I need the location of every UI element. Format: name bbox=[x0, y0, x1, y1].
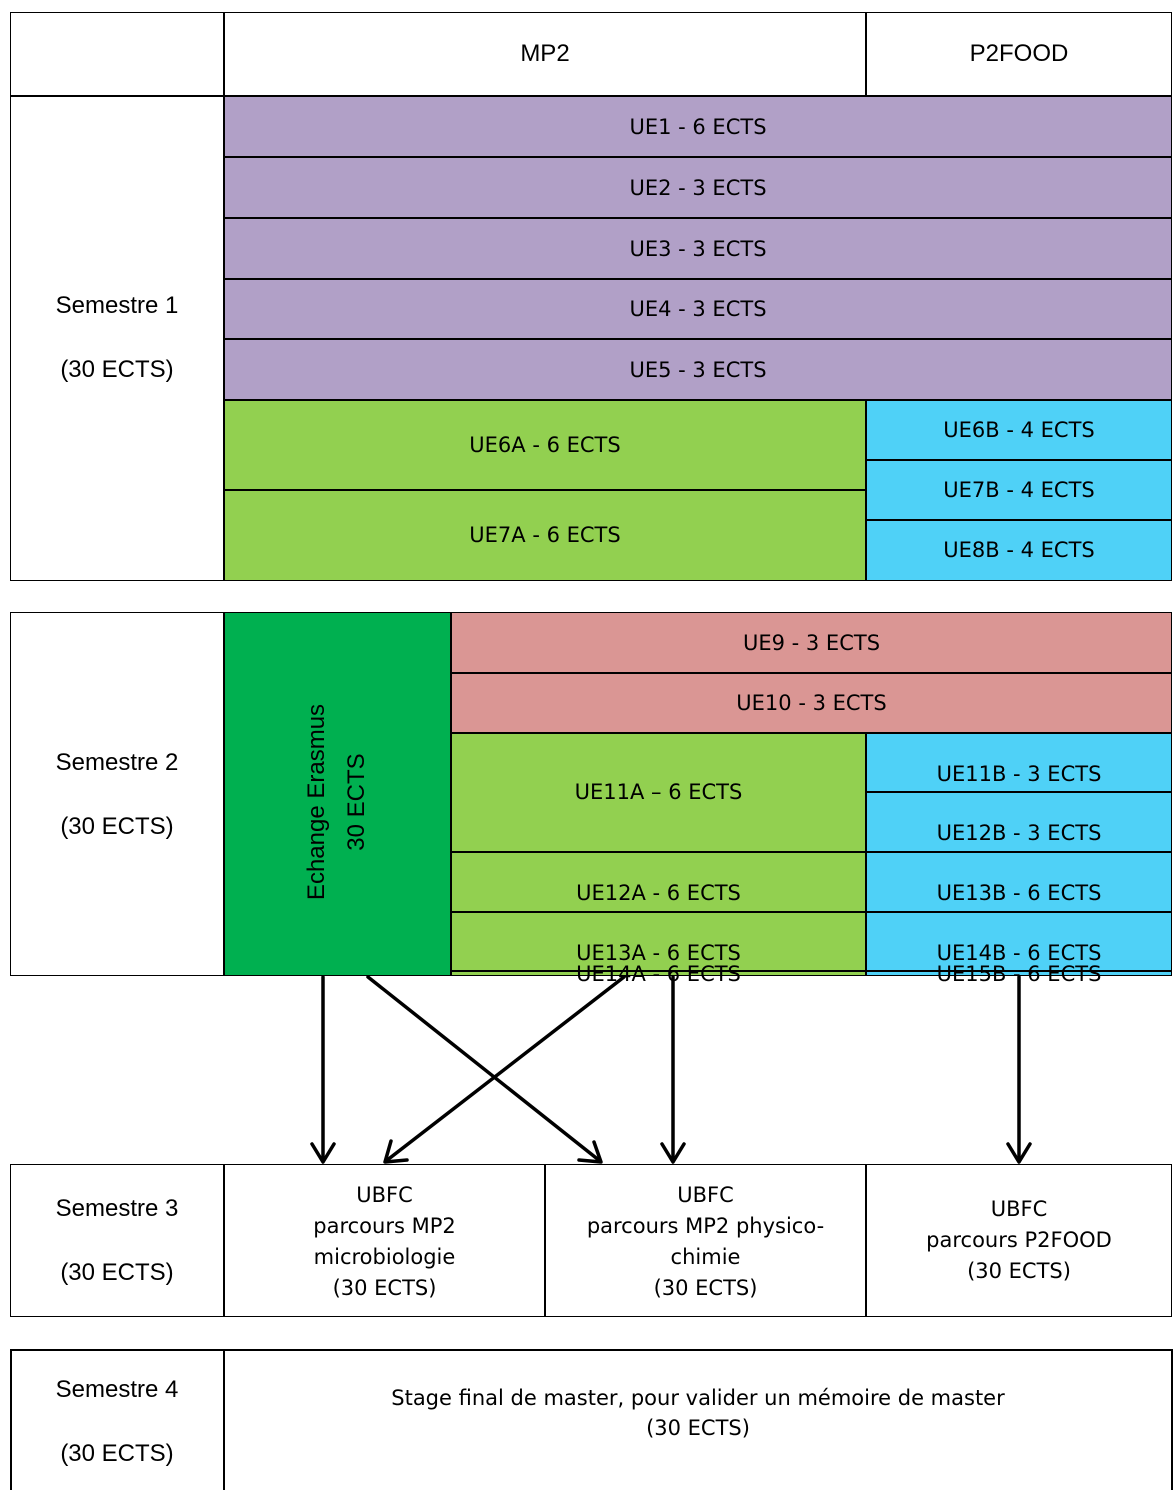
semester2-label: Semestre 2 (30 ECTS) bbox=[10, 613, 224, 976]
divider bbox=[224, 489, 866, 491]
option3-line1: UBFC bbox=[990, 1197, 1048, 1221]
option2-line1: UBFC bbox=[677, 1182, 734, 1207]
divider bbox=[866, 791, 1172, 793]
arrowhead bbox=[660, 1142, 686, 1164]
divider bbox=[224, 338, 1172, 340]
ue13a-cell: UE13A - 6 ECTS bbox=[451, 912, 866, 971]
table3-border bbox=[10, 1164, 1172, 1317]
semester3-label: Semestre 3 (30 ECTS) bbox=[10, 1165, 224, 1316]
header-p2food: P2FOOD bbox=[969, 40, 1069, 67]
divider bbox=[865, 1164, 867, 1317]
divider bbox=[865, 733, 867, 976]
semester1-ects: (30 ECTS) bbox=[60, 356, 174, 383]
divider bbox=[451, 970, 1172, 972]
option3-line2: parcours P2FOOD bbox=[926, 1228, 1112, 1252]
semester3-ects: (30 ECTS) bbox=[60, 1258, 174, 1286]
ue9-cell: UE9 - 3 ECTS bbox=[451, 613, 1172, 673]
option2-line3: chimie bbox=[670, 1244, 741, 1269]
divider bbox=[450, 612, 452, 976]
ue12b-cell: UE12B - 3 ECTS bbox=[866, 792, 1172, 852]
divider bbox=[451, 851, 1172, 853]
arrowhead bbox=[1006, 1142, 1032, 1164]
divider bbox=[223, 12, 225, 581]
option-mp2-microbiologie: UBFC parcours MP2 microbiologie (30 ECTS… bbox=[224, 1165, 545, 1316]
divider bbox=[451, 732, 1172, 734]
table2-border bbox=[10, 612, 1172, 976]
final-internship-text: Stage final de master, pour valider un m… bbox=[391, 1386, 1005, 1410]
divider bbox=[223, 612, 225, 976]
ue7b-cell: UE7B - 4 ECTS bbox=[866, 460, 1172, 520]
ue13b-cell: UE13B - 6 ECTS bbox=[866, 852, 1172, 912]
semester4-label: Semestre 4 (30 ECTS) bbox=[10, 1350, 224, 1490]
divider bbox=[544, 1164, 546, 1317]
ue6b-cell: UE6B - 4 ECTS bbox=[866, 400, 1172, 460]
semester2-title: Semestre 2 bbox=[55, 748, 179, 776]
arrowhead bbox=[310, 1142, 336, 1164]
divider bbox=[224, 399, 1172, 401]
semester4-title: Semestre 4 bbox=[55, 1376, 179, 1403]
option1-line4: (30 ECTS) bbox=[332, 1275, 437, 1300]
option1-line2: parcours MP2 bbox=[313, 1213, 456, 1238]
semester4-ects: (30 ECTS) bbox=[60, 1440, 174, 1467]
final-internship-ects: (30 ECTS) bbox=[646, 1416, 750, 1440]
ue4-cell: UE4 - 3 ECTS bbox=[224, 279, 1172, 339]
option1-line1: UBFC bbox=[356, 1182, 413, 1207]
divider bbox=[224, 217, 1172, 219]
option1-line3: microbiologie bbox=[313, 1244, 456, 1269]
divider bbox=[224, 278, 1172, 280]
final-internship: Stage final de master, pour valider un m… bbox=[224, 1350, 1172, 1490]
divider bbox=[451, 911, 1172, 913]
header-mp2: MP2 bbox=[520, 40, 570, 67]
ue7a-cell: UE7A - 6 ECTS bbox=[224, 490, 866, 580]
semester1-label: Semestre 1 (30 ECTS) bbox=[10, 96, 224, 580]
ue11a-cell: UE11A – 6 ECTS bbox=[451, 733, 866, 852]
arrowhead bbox=[577, 1140, 603, 1164]
divider bbox=[866, 519, 1172, 521]
option-p2food: UBFC parcours P2FOOD (30 ECTS) bbox=[866, 1165, 1172, 1316]
option-mp2-physicochimie: UBFC parcours MP2 physico- chimie (30 EC… bbox=[545, 1165, 866, 1316]
ue12a-cell: UE12A - 6 ECTS bbox=[451, 852, 866, 912]
table1-border bbox=[10, 12, 1172, 581]
divider bbox=[10, 95, 1172, 97]
divider bbox=[224, 156, 1172, 158]
arrowhead bbox=[383, 1139, 409, 1164]
option3-line3: (30 ECTS) bbox=[967, 1259, 1071, 1283]
semester2-ects: (30 ECTS) bbox=[60, 812, 174, 840]
divider bbox=[451, 672, 1172, 674]
divider bbox=[1171, 1349, 1173, 1490]
ue8b-cell: UE8B - 4 ECTS bbox=[866, 520, 1172, 580]
ue11b-cell: UE11B - 3 ECTS bbox=[866, 733, 1172, 792]
ue1-cell: UE1 - 6 ECTS bbox=[224, 96, 1172, 157]
ue14b-cell: UE14B - 6 ECTS bbox=[866, 912, 1172, 971]
divider bbox=[865, 12, 867, 96]
divider bbox=[10, 1349, 12, 1490]
ue10-cell: UE10 - 3 ECTS bbox=[451, 673, 1172, 733]
divider bbox=[10, 1349, 1172, 1351]
arrow-erasmus-to-physicochimie bbox=[366, 975, 602, 1163]
arrow-mp2-to-microbiologie bbox=[384, 975, 626, 1163]
option2-line4: (30 ECTS) bbox=[653, 1275, 758, 1300]
ue6a-cell: UE6A - 6 ECTS bbox=[224, 400, 866, 490]
ue3-cell: UE3 - 3 ECTS bbox=[224, 218, 1172, 279]
divider bbox=[223, 1349, 225, 1490]
semester1-title: Semestre 1 bbox=[55, 292, 179, 319]
ue5-cell: UE5 - 3 ECTS bbox=[224, 339, 1172, 400]
ue2-cell: UE2 - 3 ECTS bbox=[224, 157, 1172, 218]
divider bbox=[866, 459, 1172, 461]
semester3-title: Semestre 3 bbox=[55, 1194, 179, 1222]
option2-line2: parcours MP2 physico- bbox=[586, 1213, 825, 1238]
erasmus-exchange-cell bbox=[224, 613, 451, 976]
divider bbox=[223, 1164, 225, 1317]
